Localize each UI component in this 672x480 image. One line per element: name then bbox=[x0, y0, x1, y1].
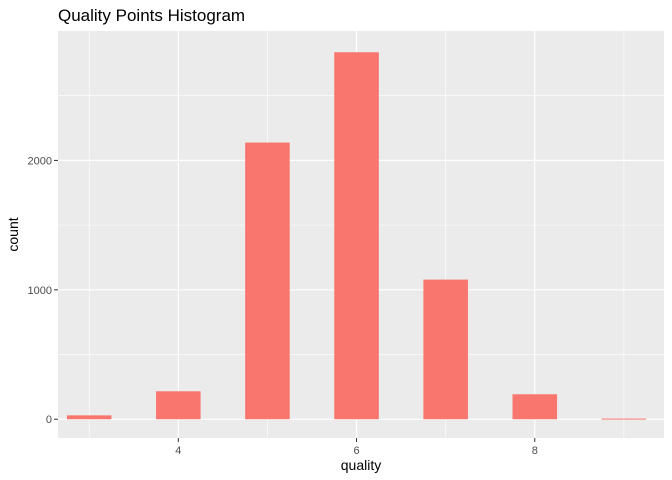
bar-quality-7 bbox=[423, 279, 468, 420]
x-tick-label: 8 bbox=[532, 445, 538, 457]
x-axis-ticks: 4 6 8 bbox=[175, 438, 538, 457]
y-tick-label: 0 bbox=[46, 414, 52, 426]
y-tick-label: 2000 bbox=[28, 155, 52, 167]
x-tick-label: 6 bbox=[353, 445, 359, 457]
bar-quality-9 bbox=[601, 418, 647, 420]
y-tick-label: 1000 bbox=[28, 285, 52, 297]
x-axis-title: quality bbox=[341, 457, 381, 473]
bars bbox=[66, 52, 647, 420]
bar-quality-8 bbox=[512, 394, 558, 420]
y-axis-ticks: 0 1000 2000 bbox=[28, 155, 58, 426]
bar-quality-5 bbox=[245, 142, 290, 420]
x-tick-label: 4 bbox=[175, 445, 181, 457]
chart-title: Quality Points Histogram bbox=[58, 6, 245, 25]
bar-quality-3 bbox=[66, 415, 112, 420]
y-axis-title: count bbox=[5, 217, 21, 251]
bar-quality-6 bbox=[334, 52, 379, 420]
bar-quality-4 bbox=[156, 391, 201, 420]
